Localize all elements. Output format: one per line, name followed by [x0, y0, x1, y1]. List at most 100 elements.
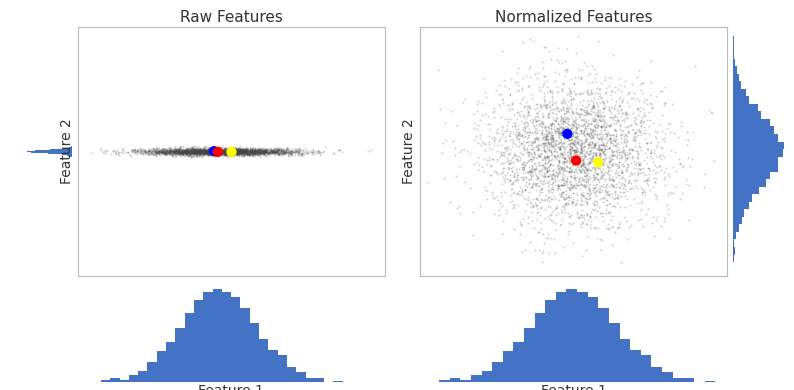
Point	[548, 145, 561, 152]
Point	[522, 111, 534, 117]
Point	[237, 153, 250, 159]
Point	[205, 149, 218, 155]
Point	[125, 152, 137, 159]
Point	[204, 149, 217, 156]
Point	[558, 195, 571, 202]
Point	[568, 174, 580, 181]
Point	[561, 153, 573, 159]
Point	[314, 149, 327, 156]
Point	[579, 183, 592, 190]
Point	[199, 148, 212, 154]
Point	[547, 148, 560, 154]
Point	[233, 149, 246, 156]
Point	[165, 147, 178, 154]
Point	[173, 149, 186, 156]
Point	[187, 148, 199, 154]
Point	[522, 168, 535, 175]
Point	[185, 145, 198, 151]
Point	[545, 137, 558, 144]
Point	[617, 181, 630, 187]
Point	[170, 150, 183, 156]
Point	[636, 119, 649, 126]
Point	[525, 169, 538, 176]
Point	[619, 154, 632, 160]
Point	[577, 163, 590, 170]
Point	[630, 148, 642, 154]
Point	[581, 199, 594, 206]
Point	[253, 152, 266, 158]
Point	[657, 218, 670, 224]
Point	[169, 148, 182, 154]
Point	[584, 135, 597, 141]
Point	[238, 146, 251, 152]
Point	[175, 151, 188, 157]
Point	[182, 148, 195, 154]
Point	[112, 151, 125, 158]
Point	[164, 147, 177, 153]
Point	[622, 111, 634, 117]
Point	[541, 142, 553, 149]
Point	[196, 150, 209, 156]
Point	[230, 147, 243, 153]
Point	[579, 195, 592, 201]
Point	[191, 150, 203, 156]
Point	[236, 146, 249, 152]
Point	[565, 134, 577, 140]
Point	[593, 153, 606, 159]
Point	[566, 140, 579, 147]
Point	[598, 186, 611, 193]
Point	[563, 156, 576, 162]
Point	[272, 145, 285, 151]
Point	[603, 145, 615, 151]
Point	[561, 141, 574, 147]
Point	[246, 151, 259, 158]
Point	[250, 148, 263, 154]
Point	[560, 194, 572, 200]
Point	[521, 132, 534, 138]
Point	[513, 113, 526, 119]
Point	[209, 149, 222, 155]
Point	[214, 149, 227, 156]
Point	[480, 156, 493, 163]
Point	[218, 149, 230, 156]
Point	[164, 150, 176, 156]
Point	[515, 174, 527, 180]
Point	[209, 148, 222, 154]
Point	[229, 151, 242, 157]
Point	[595, 247, 607, 254]
Point	[576, 214, 588, 220]
Point	[224, 145, 237, 152]
Point	[528, 161, 541, 167]
Point	[187, 149, 199, 156]
Point	[542, 111, 554, 117]
Point	[525, 204, 538, 210]
Point	[252, 149, 265, 155]
Point	[453, 203, 465, 209]
Point	[561, 105, 573, 111]
Point	[584, 139, 596, 145]
Point	[632, 216, 645, 223]
Point	[615, 152, 627, 158]
Point	[557, 105, 569, 111]
Point	[526, 180, 539, 186]
Point	[557, 244, 570, 250]
Point	[143, 147, 156, 153]
Point	[186, 150, 198, 156]
Point	[502, 116, 515, 122]
Point	[219, 152, 232, 158]
Point	[220, 149, 233, 155]
Point	[633, 166, 646, 172]
Point	[562, 200, 575, 206]
Point	[271, 147, 283, 153]
Point	[542, 194, 554, 200]
Point	[554, 165, 567, 171]
Point	[585, 78, 598, 85]
Point	[271, 145, 283, 151]
Point	[517, 145, 530, 151]
Point	[187, 147, 200, 154]
Point	[603, 177, 616, 184]
Point	[530, 113, 543, 119]
Point	[521, 184, 534, 190]
Point	[229, 147, 241, 153]
Point	[210, 149, 223, 156]
